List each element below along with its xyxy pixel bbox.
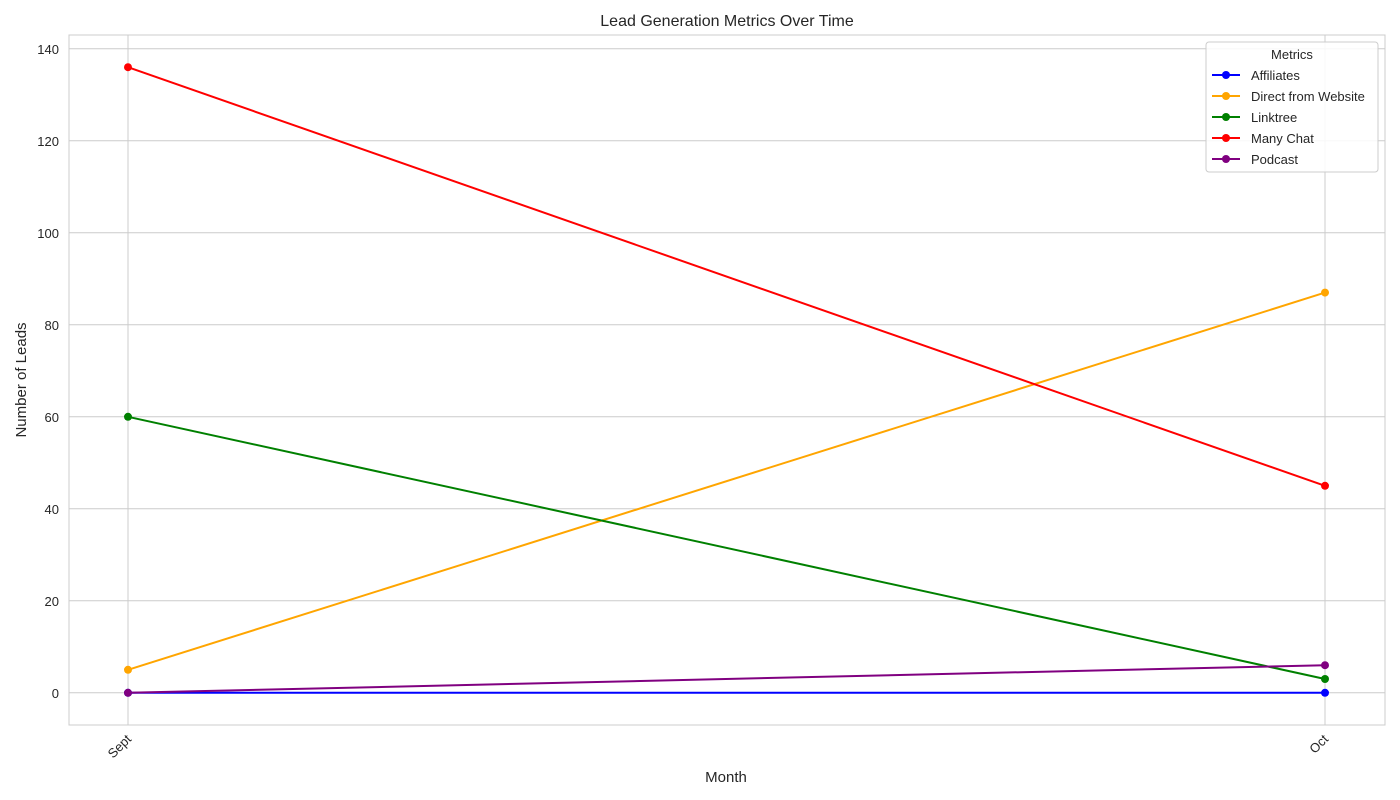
y-tick-label: 60 [45,410,59,425]
y-axis-label: Number of Leads [13,322,30,437]
x-tick-label: Sept [105,731,135,761]
data-point [1321,688,1329,697]
legend-label: Podcast [1251,152,1298,167]
data-point [124,63,132,72]
legend-box [1205,41,1379,173]
y-tick-label: 0 [52,686,59,701]
legend-marker [1222,71,1230,79]
series-line [127,66,1326,487]
data-point [1321,661,1329,670]
y-tick-label: 40 [45,502,59,517]
grid [69,35,1385,725]
legend-title: Metrics [1271,47,1313,62]
legend-items: Affiliates Direct from Website Linktree Man… [1212,68,1365,167]
y-tick-label: 120 [37,134,59,149]
y-axis-ticks: 0 20 40 60 80 100 120 140 [37,42,59,701]
legend-marker [1222,155,1230,163]
x-axis-ticks: Sept Oct [105,731,1332,761]
data-point [1321,481,1329,490]
x-tick-label: Oct [1306,731,1331,756]
legend-label: Linktree [1251,110,1297,125]
series-group [124,63,1329,697]
legend-marker [1222,134,1230,142]
y-tick-label: 20 [45,594,59,609]
y-tick-label: 140 [37,42,59,57]
y-tick-label: 80 [45,318,59,333]
data-point [124,688,132,697]
data-point [1321,675,1329,683]
plot-frame [68,34,1386,726]
legend: Metrics Affiliates Direct from Website Lin… [1205,41,1379,173]
legend-marker [1222,113,1230,121]
x-axis-label: Month [705,769,747,786]
data-point [1321,288,1329,297]
legend-label: Direct from Website [1251,89,1365,104]
series-line [127,664,1326,694]
legend-label: Affiliates [1251,68,1300,83]
legend-marker [1222,92,1230,100]
y-tick-label: 100 [37,226,59,241]
chart-title: Lead Generation Metrics Over Time [600,13,854,30]
legend-label: Many Chat [1251,131,1314,146]
data-point [124,412,132,421]
series-line [127,415,1326,680]
data-point [124,665,132,674]
series-line [127,291,1326,671]
